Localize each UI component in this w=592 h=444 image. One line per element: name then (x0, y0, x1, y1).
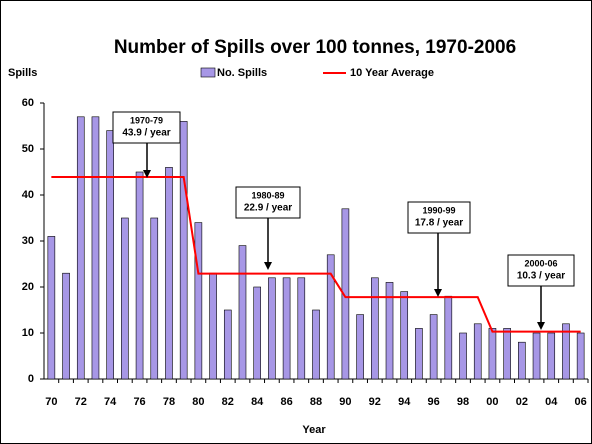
legend-label: 10 Year Average (350, 67, 434, 79)
bar (179, 121, 188, 380)
x-tick-label: 72 (75, 396, 87, 408)
x-tick-label: 06 (575, 396, 587, 408)
bar (488, 328, 497, 380)
annotation-arrowhead (434, 289, 442, 297)
y-tick-label: 50 (22, 143, 34, 155)
x-tick-label: 74 (104, 396, 117, 408)
bar (135, 171, 144, 380)
annotation-arrowhead (143, 170, 151, 178)
bar (371, 277, 379, 380)
x-tick-label: 82 (222, 396, 234, 408)
x-tick-label: 80 (192, 396, 204, 408)
x-tick-label: 90 (339, 396, 351, 408)
x-tick-label: 02 (516, 396, 528, 408)
bar (400, 291, 409, 380)
x-tick-label: 84 (251, 396, 264, 408)
y-axis-label: Spills (8, 67, 37, 79)
annotation-text: 10.3 / year (517, 271, 565, 282)
bar (62, 272, 70, 380)
x-tick-label: 98 (457, 396, 469, 408)
bar (562, 323, 570, 380)
bar (165, 167, 173, 380)
x-tick-label: 78 (163, 396, 175, 408)
y-tick-label: 0 (28, 373, 34, 385)
annotation-arrowhead (537, 322, 545, 330)
x-tick-label: 00 (486, 396, 498, 408)
y-tick-label: 30 (22, 235, 34, 247)
annotation-box (507, 254, 575, 287)
bar (312, 309, 320, 380)
x-tick-label: 92 (369, 396, 381, 408)
annotation-box (407, 201, 471, 234)
bar (91, 116, 100, 380)
annotation-period: 1990-99 (422, 205, 455, 215)
legend-label: No. Spills (217, 67, 267, 79)
y-tick-label: 60 (22, 97, 34, 109)
bar (223, 309, 232, 380)
bar (238, 245, 247, 380)
bar (253, 286, 261, 380)
annotation-text: 43.9 / year (122, 128, 170, 139)
bar (415, 328, 423, 380)
legend-swatch (200, 67, 216, 78)
x-tick-label: 86 (280, 396, 292, 408)
bar (444, 295, 453, 380)
bar (385, 282, 394, 380)
x-axis-label: Year (302, 424, 326, 436)
annotation-box (112, 111, 181, 144)
bar (268, 277, 276, 380)
x-tick-label: 70 (45, 396, 57, 408)
annotation-period: 2000-06 (524, 258, 557, 268)
bar (341, 208, 350, 380)
chart-title: Number of Spills over 100 tonnes, 1970-2… (114, 37, 516, 58)
bar (297, 277, 306, 380)
annotation-text: 22.9 / year (244, 203, 292, 214)
y-tick-label: 20 (22, 281, 34, 293)
annotation-period: 1980-89 (251, 190, 284, 200)
annotation-box (235, 186, 301, 219)
bar (209, 272, 217, 380)
bar (356, 314, 364, 380)
bar (121, 217, 129, 380)
annotation-arrowhead (264, 262, 272, 270)
x-tick-label: 04 (545, 396, 558, 408)
bar (194, 222, 203, 380)
bar (547, 332, 556, 380)
x-tick-label: 96 (427, 396, 439, 408)
x-tick-label: 76 (133, 396, 145, 408)
y-tick-label: 40 (22, 189, 34, 201)
bar (576, 332, 585, 380)
bar (459, 332, 467, 380)
annotation-text: 17.8 / year (415, 218, 463, 229)
bar (282, 277, 291, 380)
x-tick-label: 88 (310, 396, 322, 408)
bar (326, 254, 335, 380)
average-line (51, 176, 581, 333)
bar (76, 116, 85, 380)
annotation-period: 1970-79 (130, 115, 163, 125)
bar (150, 217, 159, 380)
bar (518, 341, 526, 380)
x-tick-label: 94 (398, 396, 411, 408)
bar (429, 314, 438, 380)
bar (47, 236, 56, 380)
y-tick-label: 10 (22, 327, 34, 339)
bar (473, 323, 482, 380)
bar (532, 332, 541, 380)
bar (503, 328, 511, 380)
bar (106, 130, 114, 380)
